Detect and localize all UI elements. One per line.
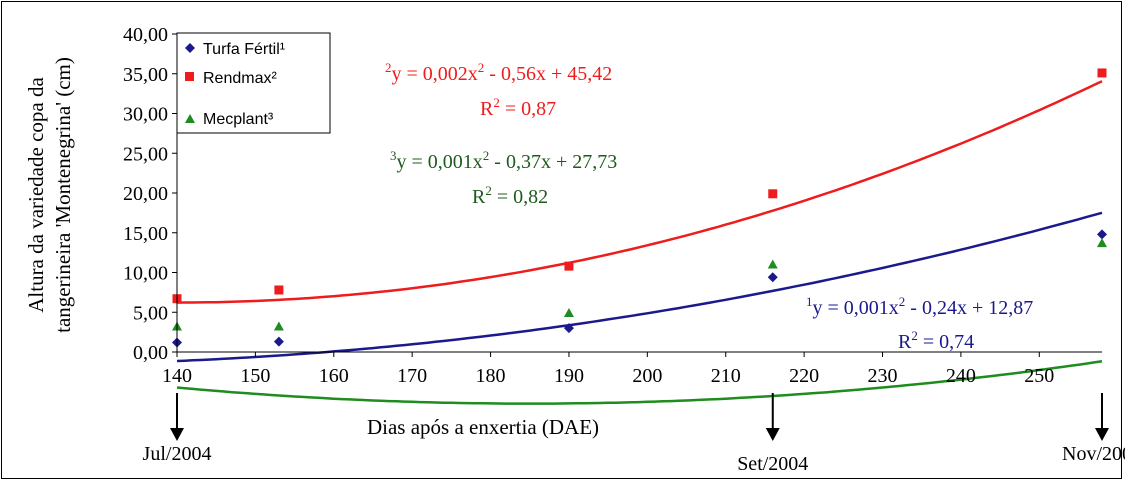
y-tick-label: 25,00 (123, 143, 168, 165)
legend-label-turfa: Turfa Fértil¹ (203, 41, 285, 58)
trendline-1 (176, 80, 1103, 304)
y-axis-label-line1: Altura da variedade copa da (24, 77, 48, 313)
svg-text:2y = 0,002x2 - 0,56x + 45,42: 2y = 0,002x2 - 0,56x + 45,42 (385, 60, 612, 85)
trendline-2 (176, 360, 1103, 405)
r2-value-turfa: = 0,74 (918, 331, 974, 353)
data-point-triangle (563, 308, 574, 318)
eq-sup-turfa: 1 (806, 294, 813, 309)
r2-label-mecplant: R (472, 186, 486, 208)
legend-label-mecplant: Mecplant³ (203, 111, 274, 128)
data-point-triangle (273, 321, 284, 331)
equation-turfa: 1y = 0,001x2 - 0,24x + 12,87 R2 = 0,74 (806, 294, 1033, 353)
x-tick-label: 170 (397, 365, 427, 387)
legend-square-icon (185, 72, 194, 81)
data-point-triangle (1097, 238, 1107, 248)
eq-rest-mecplant: - 0,37x + 27,73 (489, 151, 617, 173)
date-annotations: Jul/2004 Set/2004 Nov/2004 (143, 393, 1125, 475)
x-tick-label: 180 (476, 365, 506, 387)
data-point-diamond (767, 272, 778, 283)
arrow-down-icon (765, 428, 780, 441)
x-axis-label: Dias após a enxertia (DAE) (367, 415, 599, 439)
x-tick-label: 210 (711, 365, 741, 387)
y-tick-label: 5,00 (133, 302, 168, 324)
y-axis-label-line2: tangerineira 'Montenegrina' (cm) (51, 57, 75, 333)
r2-label-turfa: R (898, 331, 912, 353)
data-point-square (564, 261, 574, 271)
arrow-down-icon (170, 428, 184, 441)
data-point-square (768, 189, 778, 199)
x-tick-label: 220 (789, 365, 819, 387)
annotation-label: Nov/2004 (1062, 443, 1125, 465)
eq-text-mecplant: y = 0,001x (397, 151, 483, 173)
y-tick-label: 30,00 (123, 104, 168, 126)
x-tick-label: 150 (240, 365, 270, 387)
svg-text:R2 = 0,74: R2 = 0,74 (898, 328, 974, 353)
axes (172, 33, 1102, 357)
svg-text:3y = 0,001x2 - 0,37x + 27,73: 3y = 0,001x2 - 0,37x + 27,73 (390, 148, 617, 173)
svg-text:R2 = 0,82: R2 = 0,82 (472, 183, 548, 208)
y-tick-label: 20,00 (123, 183, 168, 205)
x-tick-label: 240 (946, 365, 976, 387)
x-tick-label: 190 (554, 365, 584, 387)
eq-rest-turfa: - 0,24x + 12,87 (905, 297, 1033, 319)
y-tick-label: 15,00 (123, 223, 168, 245)
data-point-diamond (563, 323, 574, 334)
eq-rest-rendmax: - 0,56x + 45,42 (484, 63, 612, 85)
data-point-square (274, 285, 284, 295)
x-tick-label: 230 (868, 365, 898, 387)
legend-box (176, 32, 331, 134)
y-tick-label: 40,00 (123, 24, 168, 46)
eq-sup-rendmax: 2 (385, 60, 392, 75)
svg-text:1y = 0,001x2 - 0,24x + 12,87: 1y = 0,001x2 - 0,24x + 12,87 (806, 294, 1033, 319)
eq-text-rendmax: y = 0,002x (392, 63, 478, 85)
tick-labels: 0,00 5,00 10,00 15,00 20,00 25,00 30,00 35,00 40… (123, 24, 1054, 387)
r2-value-mecplant: = 0,82 (492, 186, 548, 208)
y-tick-label: 10,00 (123, 263, 168, 285)
x-tick-label: 160 (319, 365, 349, 387)
r2-value-rendmax: = 0,87 (500, 98, 556, 120)
legend: Turfa Fértil¹ Rendmax² Mecplant³ (176, 32, 331, 134)
svg-text:R2 = 0,87: R2 = 0,87 (480, 95, 556, 120)
eq-sup-mecplant: 3 (390, 148, 397, 163)
annotation-label: Set/2004 (737, 453, 808, 475)
legend-diamond-icon (185, 43, 195, 53)
legend-label-rendmax: Rendmax² (203, 70, 277, 87)
equation-rendmax: 2y = 0,002x2 - 0,56x + 45,42 R2 = 0,87 (385, 60, 612, 120)
r2-label-rendmax: R (480, 98, 494, 120)
legend-triangle-icon (185, 114, 195, 123)
y-tick-label: 35,00 (123, 64, 168, 86)
data-point-diamond (273, 336, 284, 347)
equation-mecplant: 3y = 0,001x2 - 0,37x + 27,73 R2 = 0,82 (390, 148, 617, 208)
arrow-down-icon (1095, 428, 1109, 441)
x-tick-label: 200 (632, 365, 662, 387)
data-point-square (1097, 68, 1107, 78)
data-point-diamond (1097, 229, 1107, 240)
x-tick-label: 250 (1024, 365, 1054, 387)
x-tick-label: 140 (162, 365, 192, 387)
eq-text-turfa: y = 0,001x (813, 297, 899, 319)
data-point-triangle (767, 259, 778, 269)
y-tick-label: 0,00 (133, 342, 168, 364)
annotation-label: Jul/2004 (143, 443, 212, 465)
plot-area (177, 34, 1102, 352)
